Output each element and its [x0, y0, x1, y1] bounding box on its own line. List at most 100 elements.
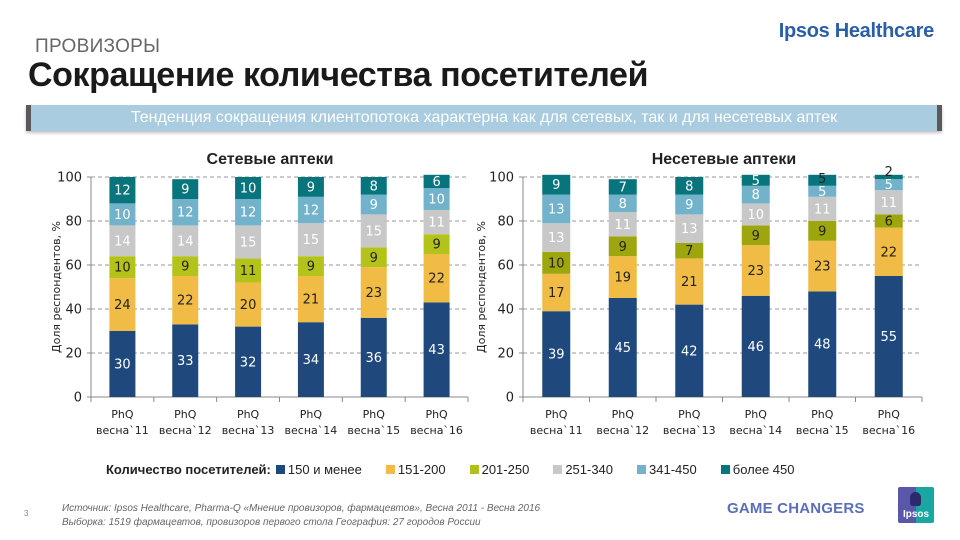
data-label: 36: [365, 351, 382, 366]
y-tick-label: 20: [497, 347, 514, 362]
data-label: 11: [814, 202, 831, 217]
legend-label: 341-450: [649, 462, 697, 477]
bar-segment: [297, 177, 324, 197]
x-tick-label: весна`13: [663, 424, 716, 437]
y-tick-label: 0: [74, 391, 82, 406]
x-tick-label: PhQ: [545, 408, 568, 421]
bar-segment: [741, 295, 770, 397]
bar-segment: [235, 225, 262, 259]
data-label: 10: [114, 261, 131, 276]
bar-segment: [808, 196, 837, 221]
bar-segment: [172, 276, 199, 325]
data-label: 10: [747, 208, 764, 223]
source-note: Источник: Ipsos Healthcare, Pharma-Q «Мн…: [62, 502, 540, 530]
data-label: 55: [880, 330, 897, 345]
x-tick-label: весна`14: [285, 424, 338, 437]
data-label: 10: [114, 208, 131, 223]
bar-segment: [675, 258, 704, 305]
bar-segment: [360, 247, 387, 268]
data-label: 8: [685, 179, 693, 194]
x-tick-label: весна`16: [862, 424, 915, 437]
data-label: 10: [240, 182, 257, 197]
page-title: Сокращение количества посетителей: [28, 56, 649, 94]
bar-segment: [608, 256, 637, 298]
legend-item: 150 и менее: [275, 462, 362, 477]
bar-segment: [741, 245, 770, 296]
data-label: 13: [548, 202, 565, 217]
bar-segment: [808, 240, 837, 292]
data-label: 8: [752, 188, 760, 203]
legend-swatch: [637, 465, 647, 474]
data-label: 22: [880, 245, 897, 260]
data-label: 9: [370, 251, 378, 266]
bar-segment: [360, 177, 387, 195]
data-label: 48: [814, 338, 831, 353]
data-label: 23: [365, 286, 382, 301]
bar-segment: [675, 214, 704, 243]
legend-swatch: [385, 465, 395, 474]
y-tick-label: 100: [57, 171, 82, 186]
legend-label: 150 и менее: [287, 462, 362, 477]
bar-segment: [741, 185, 770, 204]
bar-segment: [542, 311, 571, 397]
legend-label: более 450: [732, 462, 795, 477]
bar-segment: [542, 251, 571, 274]
bar-segment: [360, 194, 387, 215]
bar-segment: [808, 174, 837, 186]
data-label: 5: [885, 178, 893, 193]
section-kicker: ПРОВИЗОРЫ: [35, 36, 161, 57]
data-label: 13: [681, 222, 698, 237]
x-tick-label: весна`12: [159, 424, 212, 437]
data-label: 21: [303, 293, 320, 308]
x-tick-label: PhQ: [811, 408, 834, 421]
legend-item: 341-450: [637, 462, 697, 477]
x-tick-label: PhQ: [111, 408, 134, 421]
bar-segment: [542, 194, 571, 224]
data-label: 30: [114, 358, 131, 373]
x-tick-label: PhQ: [425, 408, 448, 421]
data-label: 9: [685, 198, 693, 213]
data-label: 10: [548, 256, 565, 271]
bar-segment: [675, 177, 704, 195]
y-tick-label: 80: [65, 215, 82, 230]
data-label: 12: [177, 206, 194, 221]
ipsos-logo: Ipsos: [898, 487, 934, 523]
data-label: 24: [114, 298, 131, 313]
bar-segment: [874, 214, 903, 228]
data-label: 46: [747, 340, 764, 355]
y-tick-label: 40: [497, 303, 514, 318]
bar-segment: [235, 258, 262, 283]
bar-segment: [741, 174, 770, 186]
brand-name: Ipsos Healthcare: [778, 20, 935, 42]
data-label: 11: [428, 216, 445, 231]
data-label: 7: [619, 180, 627, 195]
legend-title: Количество посетителей:: [106, 462, 271, 477]
x-tick-label: весна`15: [796, 424, 849, 437]
x-tick-label: весна`16: [410, 424, 463, 437]
data-label: 12: [114, 184, 131, 199]
bar-segment: [608, 298, 637, 397]
legend-swatch: [469, 465, 479, 474]
key-message-banner: Тенденция сокращения клиентопотока харак…: [26, 105, 942, 131]
bar-segment: [874, 227, 903, 276]
x-tick-label: весна`15: [347, 424, 400, 437]
y-tick-label: 20: [65, 347, 82, 362]
data-label: 2: [885, 165, 893, 180]
y-tick-label: 100: [489, 171, 514, 186]
bar-segment: [109, 278, 136, 331]
y-tick-label: 60: [497, 259, 514, 274]
bar-segment: [423, 254, 450, 303]
legend-swatch: [720, 465, 730, 474]
y-tick-label: 60: [65, 259, 82, 274]
bar-segment: [109, 177, 136, 204]
bar-segment: [874, 276, 903, 397]
data-label: 45: [614, 341, 631, 356]
bar-segment: [608, 236, 637, 257]
bar-segment: [808, 221, 837, 241]
data-label: 6: [885, 215, 893, 230]
bar-segment: [297, 196, 324, 224]
data-label: 9: [619, 240, 627, 255]
data-label: 9: [307, 180, 315, 195]
chart-chain-pharmacies: Сетевые аптеки 0 20 40 60 80 100 Доля респонден…: [50, 151, 469, 437]
data-label: 22: [177, 294, 194, 309]
